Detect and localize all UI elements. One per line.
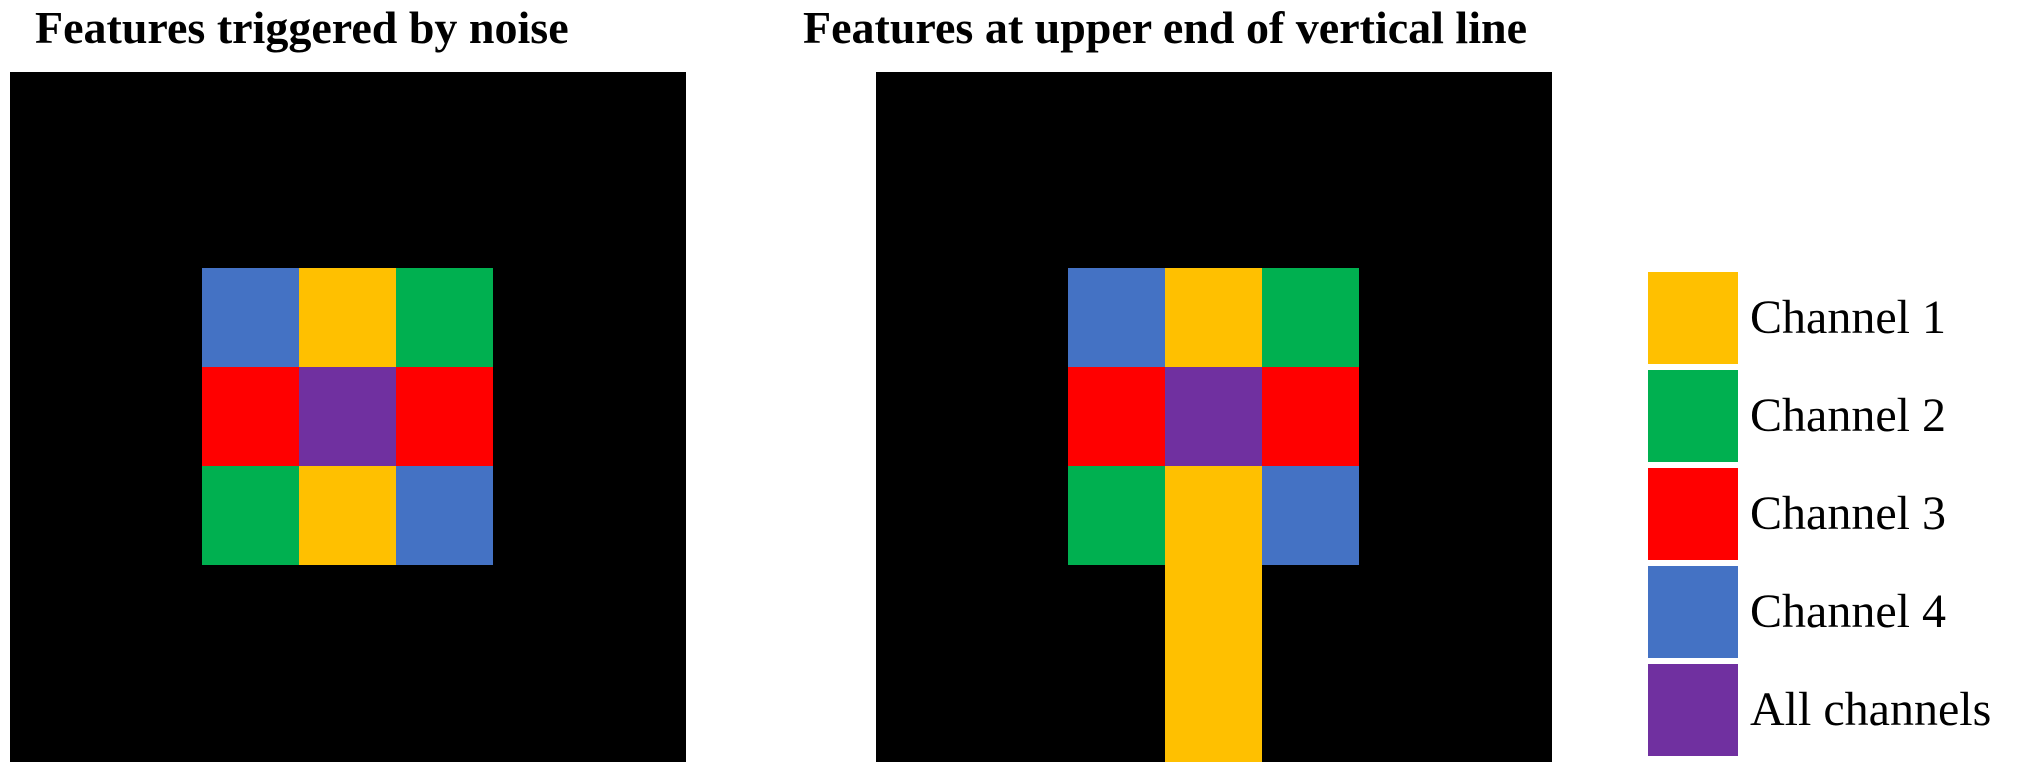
panel-title-noise: Features triggered by noise [35, 2, 569, 53]
feature-cell-channel-4 [396, 466, 493, 565]
legend-item-channel-3: Channel 3 [1648, 468, 2018, 560]
legend: Channel 1 Channel 2 Channel 3 Channel 4 … [1648, 272, 2018, 762]
legend-item-channel-1: Channel 1 [1648, 272, 2018, 364]
feature-cell-channel-3 [396, 367, 493, 466]
legend-swatch-channel-3 [1648, 468, 1738, 560]
feature-cell-channel-4 [202, 268, 299, 367]
legend-label-channel-2: Channel 2 [1750, 389, 1946, 442]
feature-cell-channel-1 [299, 466, 396, 565]
legend-label-channel-3: Channel 3 [1750, 487, 1946, 540]
legend-item-channel-4: Channel 4 [1648, 566, 2018, 658]
vertical-line-feature-map [876, 72, 1552, 762]
panel-title-vertical-line: Features at upper end of vertical line [803, 2, 1527, 53]
legend-label-channel-1: Channel 1 [1750, 291, 1946, 344]
feature-cell-channel-4 [1262, 466, 1359, 565]
legend-label-channel-4: Channel 4 [1750, 585, 1946, 638]
feature-cell-channel-3 [1068, 367, 1165, 466]
feature-cell-channel-2 [396, 268, 493, 367]
legend-swatch-channel-4 [1648, 566, 1738, 658]
legend-swatch-channel-1 [1648, 272, 1738, 364]
legend-label-all-channels: All channels [1750, 683, 1992, 736]
feature-cell-channel-3 [1262, 367, 1359, 466]
feature-cell-channel-1 [1165, 268, 1262, 367]
feature-cell-channel-1 [299, 268, 396, 367]
feature-cell-channel-2 [202, 466, 299, 565]
feature-cell-channel-2 [1068, 466, 1165, 565]
feature-cell-all-channels [299, 367, 396, 466]
legend-item-channel-2: Channel 2 [1648, 370, 2018, 462]
noise-feature-map [10, 72, 686, 762]
legend-item-all-channels: All channels [1648, 664, 2018, 756]
legend-swatch-channel-2 [1648, 370, 1738, 462]
vertical-line-channel-1 [1165, 565, 1262, 762]
feature-cell-channel-2 [1262, 268, 1359, 367]
feature-cell-all-channels [1165, 367, 1262, 466]
feature-cell-channel-1 [1165, 466, 1262, 565]
feature-cell-channel-3 [202, 367, 299, 466]
legend-swatch-all-channels [1648, 664, 1738, 756]
feature-cell-channel-4 [1068, 268, 1165, 367]
